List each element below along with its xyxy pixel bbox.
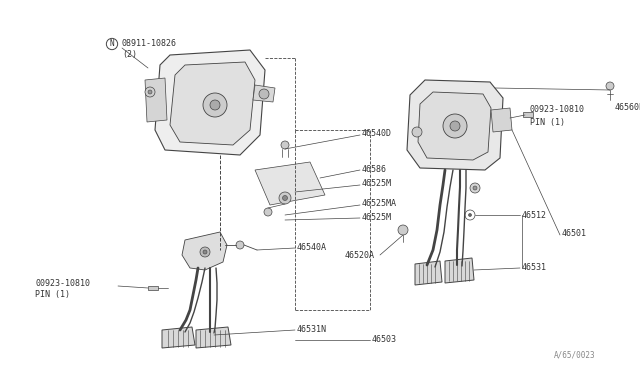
Circle shape [473,186,477,190]
Text: 08911-10826: 08911-10826 [122,38,177,48]
Text: 46525MA: 46525MA [362,199,397,208]
Polygon shape [196,327,231,348]
Polygon shape [445,258,474,283]
Circle shape [259,89,269,99]
Circle shape [450,121,460,131]
Circle shape [470,183,480,193]
Circle shape [200,247,210,257]
Polygon shape [255,162,325,205]
Polygon shape [491,108,512,132]
Text: 46586: 46586 [362,166,387,174]
Text: PIN (1): PIN (1) [530,118,565,126]
Text: PIN (1): PIN (1) [35,289,70,298]
Text: 46501: 46501 [562,228,587,237]
Circle shape [203,250,207,254]
Text: 00923-10810: 00923-10810 [35,279,90,288]
Circle shape [398,225,408,235]
Circle shape [412,127,422,137]
Polygon shape [407,80,503,170]
Text: 46531: 46531 [522,263,547,272]
Circle shape [443,114,467,138]
Text: 46520A: 46520A [345,250,375,260]
Text: (2): (2) [122,51,137,60]
Circle shape [264,208,272,216]
Text: 46503: 46503 [372,334,397,343]
Bar [523,112,533,117]
Circle shape [281,141,289,149]
Circle shape [210,100,220,110]
Polygon shape [415,261,442,285]
Circle shape [282,196,287,201]
Circle shape [148,90,152,94]
Polygon shape [145,78,167,122]
Text: 46525M: 46525M [362,212,392,221]
Text: 46525M: 46525M [362,180,392,189]
Polygon shape [155,50,265,155]
Circle shape [145,87,155,97]
Circle shape [606,82,614,90]
Circle shape [236,241,244,249]
Text: N: N [109,39,115,48]
Circle shape [203,93,227,117]
Polygon shape [162,327,195,348]
Bar [148,286,158,290]
Text: 00923-10810: 00923-10810 [530,106,585,115]
Text: 46512: 46512 [522,211,547,219]
Circle shape [279,192,291,204]
Text: 46540D: 46540D [362,128,392,138]
Text: A/65/0023: A/65/0023 [554,351,595,360]
Polygon shape [170,62,255,145]
Polygon shape [253,85,275,102]
Polygon shape [182,232,227,270]
Circle shape [468,214,472,217]
Text: 46540A: 46540A [297,244,327,253]
Polygon shape [418,92,491,160]
Text: 46560E: 46560E [615,103,640,112]
Text: 46531N: 46531N [297,324,327,334]
Circle shape [465,210,475,220]
